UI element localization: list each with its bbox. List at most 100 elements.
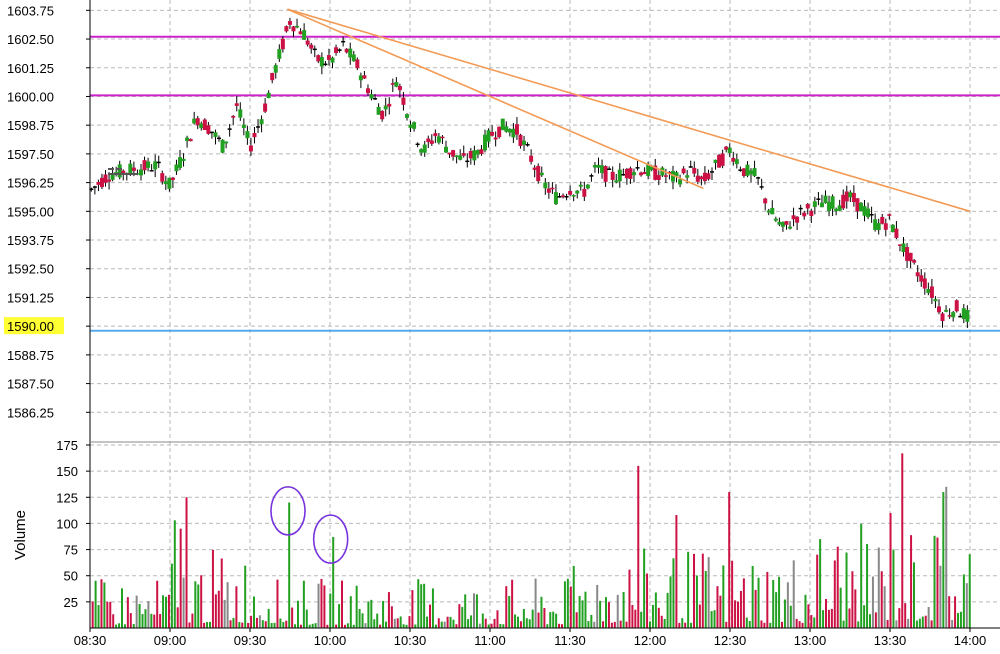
volume-bar (863, 605, 866, 628)
volume-bar (634, 609, 637, 628)
candle (539, 166, 544, 177)
candle (475, 149, 480, 159)
candle-body (195, 118, 200, 126)
candle (866, 202, 871, 220)
volume-bar (939, 565, 942, 628)
volume-bar (191, 613, 194, 628)
volume-bar (575, 612, 578, 628)
candle (897, 244, 902, 252)
candle-body (107, 179, 112, 182)
volume-bar (783, 599, 786, 628)
candle-body (454, 155, 459, 158)
candle (731, 151, 736, 166)
volume-bar (918, 618, 921, 628)
candle-body (412, 122, 417, 129)
candle-body (706, 173, 711, 180)
volume-bar (640, 611, 643, 628)
volume-bar (654, 592, 657, 628)
candle (479, 145, 484, 156)
candle-body (89, 188, 94, 191)
volume-bar (737, 601, 739, 628)
candle-body (802, 212, 807, 217)
volume-bar (170, 563, 173, 628)
volume-bar (924, 615, 927, 628)
candle-body (138, 169, 143, 176)
candle (525, 142, 530, 147)
candle-body (309, 44, 314, 49)
candle-body (600, 165, 605, 174)
candle (578, 181, 583, 191)
volume-bar (719, 595, 722, 628)
volume-bar (455, 624, 458, 628)
volume-bar (123, 624, 126, 628)
volume-bar (355, 585, 358, 628)
candle (905, 243, 910, 269)
volume-bar (690, 622, 693, 628)
candle-body (383, 105, 388, 110)
volume-bar (886, 619, 889, 628)
volume-bar (695, 575, 698, 628)
volume-bar (220, 558, 223, 628)
volume-bar (156, 580, 159, 628)
volume-bar (772, 579, 775, 628)
volume-bar (135, 595, 138, 628)
volume-bar (112, 614, 115, 628)
candle-body (702, 172, 707, 182)
price-tick-label: 1603.75 (7, 3, 54, 18)
candle (493, 131, 498, 147)
candle (436, 132, 441, 145)
candle (702, 166, 707, 185)
candle-body (727, 147, 732, 153)
volume-bar (672, 558, 675, 628)
candle-body (351, 54, 356, 62)
volume-bar (531, 609, 534, 628)
time-tick-label: 10:00 (314, 633, 347, 648)
candle-body (546, 188, 551, 193)
volume-bar (440, 621, 443, 628)
volume-bar (464, 594, 467, 628)
volume-bar (214, 594, 217, 628)
candle (947, 308, 952, 319)
candle (195, 115, 200, 130)
candle (536, 163, 541, 184)
candle (138, 164, 143, 181)
candle (117, 160, 122, 180)
candle (188, 138, 193, 142)
volume-bar (517, 616, 519, 628)
candle (160, 170, 165, 185)
candle-body (780, 222, 785, 227)
volume-bar (725, 621, 728, 628)
candle (653, 158, 658, 181)
volume-bar (481, 613, 484, 628)
candle (607, 166, 612, 170)
volume-bar (839, 587, 842, 628)
candle (564, 193, 569, 201)
candle (419, 148, 424, 156)
volume-bar (528, 619, 531, 628)
candle-body (110, 174, 115, 180)
candle (380, 110, 385, 122)
volume-bar (540, 596, 543, 628)
volume-bar (276, 579, 279, 628)
candle (901, 236, 906, 257)
volume-bar (282, 622, 285, 628)
volume-bar (294, 624, 297, 628)
candle-body (624, 168, 629, 179)
candle (433, 129, 438, 144)
volume-bar (769, 622, 772, 628)
candle-body (660, 167, 665, 176)
candle (99, 173, 104, 190)
candle (954, 299, 959, 313)
candle-body (344, 48, 349, 53)
volume-bar (895, 620, 898, 628)
candle (390, 78, 395, 93)
candle (146, 157, 151, 172)
volume-bar (552, 611, 555, 628)
volume-bar (599, 600, 602, 628)
candle-body (227, 128, 232, 130)
candle (181, 153, 186, 167)
volume-bar (957, 613, 959, 628)
candle (514, 117, 519, 140)
candle-body (929, 286, 934, 298)
